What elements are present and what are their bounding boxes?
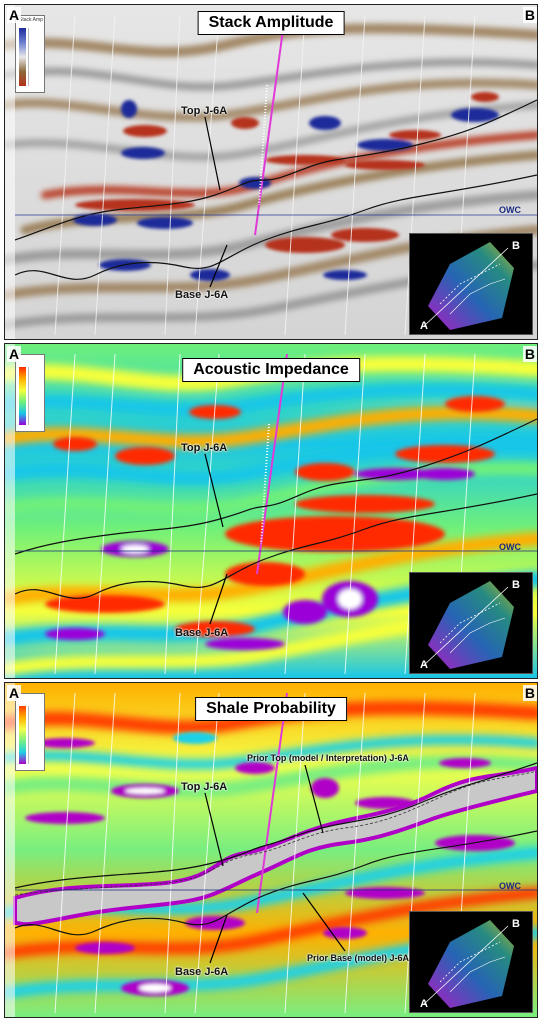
inset-label-a: A [420, 320, 428, 332]
location-map-inset: A B [409, 911, 533, 1013]
location-map [423, 581, 514, 669]
inset-label-a: A [420, 998, 428, 1010]
depth-axis [5, 683, 15, 1017]
owc-label: OWC [499, 205, 521, 215]
corner-label-a: A [7, 7, 22, 23]
legend-title: Stack Amp [19, 17, 43, 23]
inset-label-b: B [512, 240, 520, 252]
legend-ticks [28, 706, 43, 764]
owc-label: OWC [499, 881, 521, 891]
corner-label-b: B [522, 7, 537, 23]
corner-label-b: B [522, 685, 537, 701]
color-legend: Stack Amp [15, 15, 45, 93]
inset-label-b: B [512, 579, 520, 591]
panel-title: Shale Probability [195, 697, 347, 721]
legend-color-bar [19, 28, 26, 86]
top-horizon-label: Top J-6A [181, 105, 228, 117]
stack-amplitude-section [5, 5, 537, 339]
corner-label-b: B [522, 346, 537, 362]
base-horizon-label: Base J-6A [175, 627, 229, 639]
panel-title: Stack Amplitude [197, 11, 345, 35]
depth-axis [5, 344, 15, 678]
legend-color-bar [19, 367, 26, 425]
location-map [423, 920, 514, 1008]
owc-label: OWC [499, 542, 521, 552]
color-legend [15, 354, 45, 432]
top-horizon-label: Top J-6A [181, 781, 228, 793]
legend-ticks [28, 367, 43, 425]
location-map-inset: A B [409, 233, 533, 335]
prior-base-label: Prior Base (model) J-6A [307, 953, 410, 963]
location-map-inset: A B [409, 572, 533, 674]
depth-axis [5, 5, 15, 339]
panel-title: Acoustic Impedance [182, 358, 360, 382]
corner-label-a: A [7, 346, 22, 362]
base-horizon-label: Base J-6A [175, 289, 229, 301]
color-legend [15, 693, 45, 771]
legend-ticks [28, 28, 43, 86]
base-horizon-label: Base J-6A [175, 966, 229, 978]
top-horizon-label: Top J-6A [181, 442, 228, 454]
location-map [423, 242, 514, 330]
corner-label-a: A [7, 685, 22, 701]
shale-probability-panel: A B Shale Probability Prior Top (model /… [4, 682, 538, 1018]
prior-top-label: Prior Top (model / Interpretation) J-6A [247, 753, 409, 763]
inset-label-a: A [420, 659, 428, 671]
acoustic-impedance-panel: A B Acoustic Impedance Top J-6A Base J-6… [4, 343, 538, 679]
stack-amplitude-panel: Stack Amp A B Stack Amplitude Top J-6A B… [4, 4, 538, 340]
legend-color-bar [19, 706, 26, 764]
inset-label-b: B [512, 918, 520, 930]
